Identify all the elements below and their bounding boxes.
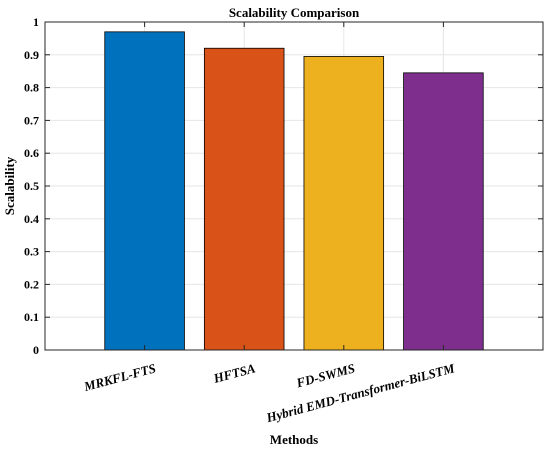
bar-2	[203, 47, 285, 351]
bar-1	[104, 31, 185, 351]
y-tick-label: 0.9	[24, 48, 39, 62]
y-tick-label: 0	[33, 343, 39, 357]
y-tick-label: 0.8	[24, 81, 39, 95]
bars	[104, 31, 484, 351]
x-tick-label: Hybrid EMD-Transformer-BiLSTM	[264, 360, 457, 425]
chart-title: Scalability Comparison	[229, 5, 360, 20]
x-tick-label: MRKFL-FTS	[81, 360, 157, 394]
y-tick-label: 0.4	[24, 212, 39, 226]
y-tick-label: 1	[33, 15, 39, 29]
y-axis-title: Scalability	[2, 156, 17, 215]
y-tick-label: 0.6	[24, 146, 39, 160]
y-tick-label: 0.5	[24, 179, 39, 193]
y-tick-label: 0.1	[24, 310, 39, 324]
x-tick-label: HFTSA	[211, 360, 257, 386]
y-tick-label: 0.2	[24, 277, 39, 291]
bar-4	[403, 72, 484, 351]
y-axis-ticks: 0 0.1 0.2 0.3 0.4 0.5 0.6 0.7 0.8 0.9 1	[24, 15, 543, 357]
x-axis-title: Methods	[270, 432, 318, 447]
x-tick-label: FD-SWMS	[294, 360, 357, 390]
bar-3	[303, 56, 385, 351]
y-tick-label: 0.3	[24, 245, 39, 259]
y-tick-label: 0.7	[24, 113, 39, 127]
